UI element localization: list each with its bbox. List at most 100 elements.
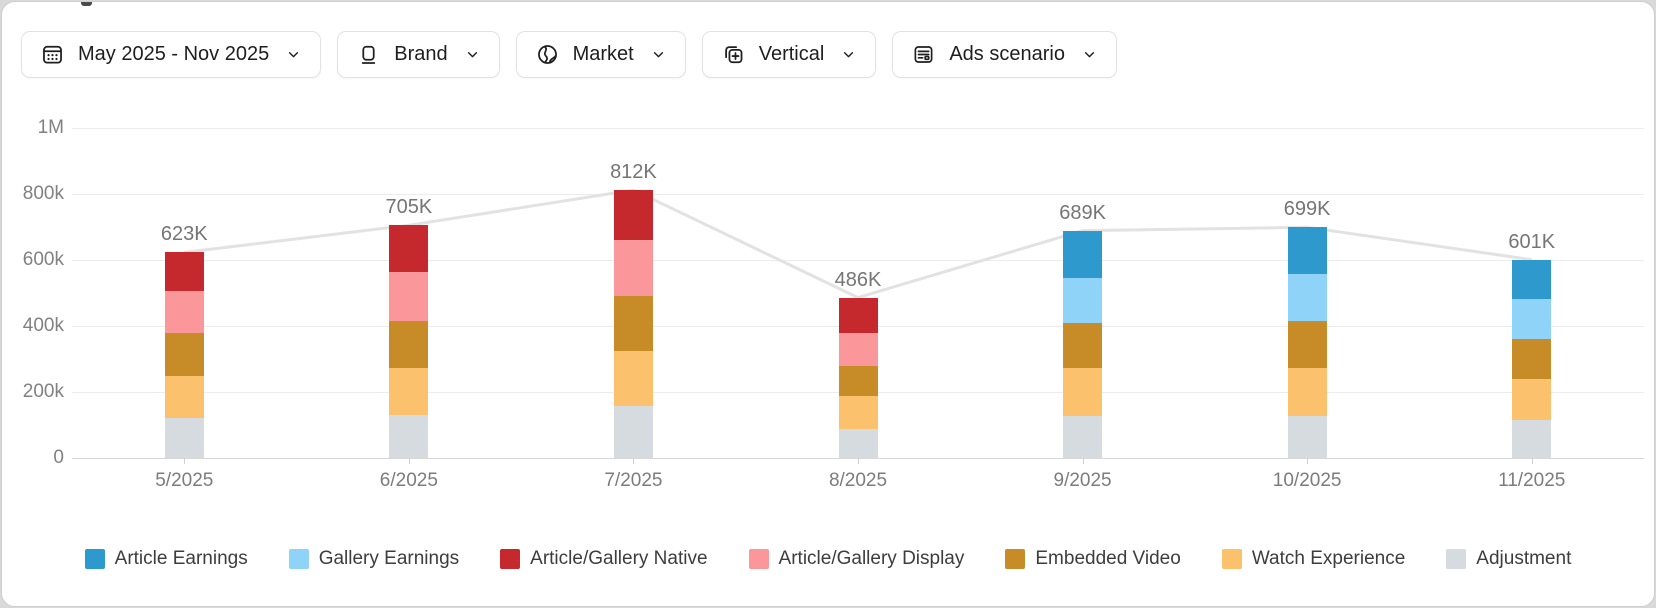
bar-segment-article-earnings[interactable] [1063, 230, 1103, 278]
bar-segment-adjustment[interactable] [1063, 415, 1103, 458]
legend-item-gallery-earnings[interactable]: Gallery Earnings [288, 548, 459, 570]
date-range-filter-button[interactable]: May 2025 - Nov 2025 [21, 31, 322, 78]
bar-total-label: 699K [1283, 198, 1331, 221]
legend-label: Adjustment [1476, 548, 1572, 569]
y-axis-tick-label: 800k [22, 183, 64, 204]
bar-segment-gallery-earnings[interactable] [1063, 277, 1103, 324]
bar-segment-article-gallery-native[interactable] [389, 225, 429, 273]
bar-segment-gallery-earnings[interactable] [1512, 298, 1552, 339]
ads-scenario-filter-label: Ads scenario [949, 43, 1065, 65]
bar-segment-article-gallery-display[interactable] [838, 332, 878, 367]
legend-swatch-article-earnings [84, 549, 105, 569]
bar-segment-adjustment[interactable] [1512, 420, 1552, 458]
bar-total-label: 623K [160, 223, 208, 246]
bar-segment-article-gallery-display[interactable] [613, 239, 653, 296]
brand-icon [356, 42, 381, 67]
x-axis-tick [1082, 458, 1084, 464]
filter-bar: May 2025 - Nov 2025 Brand [21, 31, 1117, 78]
legend-swatch-article-gallery-native [500, 549, 521, 569]
market-filter-label: Market [572, 43, 634, 65]
x-axis-category-label: 9/2025 [1053, 470, 1112, 491]
chevron-down-icon [840, 46, 857, 63]
bar-segment-article-gallery-display[interactable] [389, 272, 429, 321]
bar-total-label: 812K [610, 161, 657, 184]
bar-segment-watch-experience[interactable] [1287, 367, 1327, 416]
bar-segment-adjustment[interactable] [164, 418, 204, 458]
ads-scenario-icon [911, 42, 936, 67]
x-axis-tick [858, 458, 859, 464]
bar-segment-adjustment[interactable] [838, 428, 878, 458]
bar-total-label: 486K [834, 268, 882, 291]
chart-legend: Article Earnings Gallery Earnings Article/… [2, 548, 1654, 570]
bar-segment-gallery-earnings[interactable] [1287, 273, 1327, 322]
legend-item-article-gallery-display[interactable]: Article/Gallery Display [748, 548, 964, 570]
calendar-icon [40, 42, 65, 67]
x-axis-tick [1307, 458, 1309, 464]
y-axis-tick-label: 1M [37, 117, 64, 138]
legend-item-watch-experience[interactable]: Watch Experience [1221, 548, 1406, 570]
bar-segment-watch-experience[interactable] [164, 375, 204, 419]
gridline [72, 194, 1644, 195]
market-filter-button[interactable]: Market [515, 31, 686, 78]
bar-segment-adjustment[interactable] [1287, 415, 1327, 458]
legend-item-article-gallery-native[interactable]: Article/Gallery Native [500, 548, 708, 570]
globe-icon [535, 42, 560, 67]
x-axis-tick [633, 458, 635, 464]
y-axis-tick-label: 600k [22, 249, 64, 270]
vertical-icon [721, 42, 746, 67]
bar-segment-article-earnings[interactable] [1287, 227, 1327, 274]
legend-swatch-watch-experience [1221, 549, 1242, 569]
bar-segment-watch-experience[interactable] [613, 350, 653, 406]
vertical-filter-label: Vertical [758, 43, 825, 65]
vertical-filter-button[interactable]: Vertical [701, 31, 877, 78]
bar-segment-article-earnings[interactable] [1512, 259, 1552, 299]
bar-segment-watch-experience[interactable] [389, 367, 429, 416]
legend-swatch-embedded-video [1005, 549, 1026, 569]
bar-segment-article-gallery-native[interactable] [613, 190, 653, 240]
bar-total-label: 705K [385, 196, 433, 219]
legend-item-article-earnings[interactable]: Article Earnings [84, 548, 248, 570]
bar-segment-watch-experience[interactable] [1063, 367, 1103, 416]
legend-label: Embedded Video [1035, 548, 1181, 569]
x-axis-category-label: 7/2025 [604, 470, 663, 491]
bar-segment-article-gallery-display[interactable] [164, 291, 204, 333]
chevron-down-icon [464, 46, 481, 63]
legend-label: Watch Experience [1251, 548, 1406, 569]
gridline [72, 128, 1644, 129]
bar-segment-embedded-video[interactable] [1287, 321, 1327, 368]
y-axis-tick-label: 0 [53, 447, 64, 468]
legend-label: Article/Gallery Native [530, 548, 708, 569]
bar-segment-article-gallery-native[interactable] [838, 297, 878, 333]
x-axis-tick [408, 458, 410, 464]
bar-segment-adjustment[interactable] [613, 405, 653, 458]
x-axis-tick [1531, 458, 1533, 464]
x-axis-category-label: 6/2025 [379, 470, 438, 491]
legend-item-adjustment[interactable]: Adjustment [1446, 548, 1571, 570]
x-axis-category-label: 5/2025 [155, 470, 214, 491]
x-axis-category-label: 11/2025 [1498, 470, 1566, 491]
bar-segment-watch-experience[interactable] [1512, 378, 1552, 421]
bar-segment-embedded-video[interactable] [164, 332, 204, 376]
x-axis-tick [184, 458, 186, 464]
legend-swatch-gallery-earnings [288, 549, 309, 569]
bar-segment-embedded-video[interactable] [1063, 323, 1103, 368]
bar-segment-embedded-video[interactable] [613, 295, 653, 351]
gridline [72, 260, 1644, 261]
bar-segment-embedded-video[interactable] [1512, 338, 1552, 379]
bar-segment-article-gallery-native[interactable] [164, 252, 204, 292]
bar-total-label: 601K [1508, 230, 1556, 253]
ads-scenario-filter-button[interactable]: Ads scenario [892, 31, 1117, 78]
legend-swatch-article-gallery-display [748, 549, 769, 569]
legend-swatch-adjustment [1446, 549, 1467, 569]
chevron-down-icon [650, 46, 667, 63]
brand-filter-button[interactable]: Brand [337, 31, 500, 78]
bar-segment-adjustment[interactable] [389, 415, 429, 458]
chevron-down-icon [1081, 46, 1098, 63]
legend-item-embedded-video[interactable]: Embedded Video [1005, 548, 1181, 570]
bar-segment-watch-experience[interactable] [838, 396, 878, 429]
bar-segment-embedded-video[interactable] [838, 366, 878, 397]
date-range-filter-label: May 2025 - Nov 2025 [78, 43, 270, 65]
bar-segment-embedded-video[interactable] [389, 320, 429, 368]
x-axis-category-label: 8/2025 [828, 470, 888, 491]
